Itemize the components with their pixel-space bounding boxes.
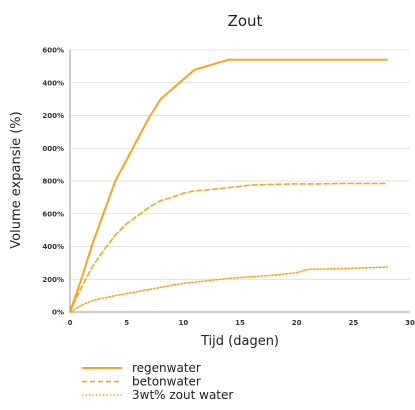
- y-tick-label: 400%: [42, 243, 64, 251]
- y-tick-label: 000%: [42, 145, 64, 153]
- series-line-3: [69, 266, 389, 313]
- series-line-1: [69, 58, 389, 313]
- axes: [69, 50, 410, 313]
- y-tick-label: 200%: [42, 112, 64, 120]
- y-tick-label: 400%: [42, 79, 64, 87]
- y-tick-label: 800%: [42, 178, 64, 186]
- chart-title: Zout: [228, 12, 263, 30]
- y-tick-label: 0%: [52, 309, 64, 317]
- x-tick-label: 0: [68, 319, 73, 327]
- y-tick-label: 200%: [42, 276, 64, 284]
- legend-label: regenwater: [132, 361, 201, 375]
- x-tick-label: 20: [292, 319, 302, 327]
- x-tick-label: 25: [348, 319, 358, 327]
- x-axis-label: Tijd (dagen): [200, 334, 279, 349]
- y-tick-label: 600%: [42, 47, 64, 55]
- legend-label: 3wt% zout water: [132, 388, 233, 402]
- y-tick-label: 600%: [42, 210, 64, 218]
- grid-lines: [70, 49, 410, 280]
- legend-label: betonwater: [132, 375, 201, 389]
- series-line-2: [69, 182, 389, 313]
- x-tick-label: 10: [178, 319, 188, 327]
- y-tick-labels: 0% 200% 400% 600% 800% 000% 200% 400% 600%: [42, 47, 64, 317]
- y-axis-label: Volume expansie (%): [9, 111, 24, 248]
- series-lines: [69, 58, 389, 313]
- x-tick-label: 15: [235, 319, 245, 327]
- x-tick-label: 5: [124, 319, 129, 327]
- x-tick-labels: 0 5 10 15 20 25 30: [68, 319, 415, 327]
- x-tick-label: 30: [405, 319, 415, 327]
